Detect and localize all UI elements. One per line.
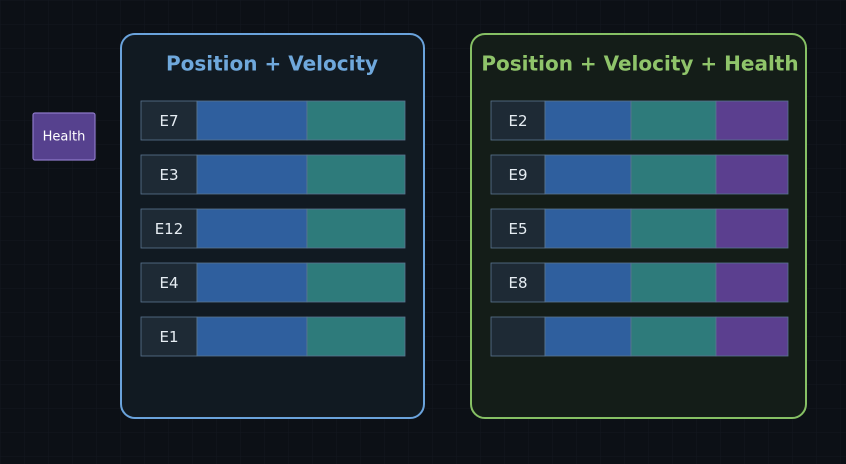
entity-label: E12 <box>155 220 184 238</box>
entity-cell <box>140 262 198 303</box>
entity-label: E7 <box>159 112 178 130</box>
entity-cell <box>490 316 546 357</box>
velocity-cell <box>630 154 717 195</box>
entity-label: E4 <box>159 274 178 292</box>
entity-label: E9 <box>508 166 527 184</box>
entity-cell <box>490 100 546 141</box>
position-cell <box>196 100 308 141</box>
velocity-cell <box>630 316 717 357</box>
entity-cell <box>140 154 198 195</box>
velocity-cell <box>306 100 406 141</box>
health-cell <box>715 100 789 141</box>
archetype-title: Position + Velocity <box>166 52 378 76</box>
health-tag-label: Health <box>43 130 86 145</box>
position-cell <box>196 154 308 195</box>
velocity-cell <box>306 262 406 303</box>
health-cell <box>715 208 789 249</box>
archetype-title: Position + Velocity + Health <box>481 52 798 76</box>
entity-label: E3 <box>159 166 178 184</box>
position-cell <box>196 262 308 303</box>
entity-label: E1 <box>159 328 178 346</box>
position-cell <box>544 208 632 249</box>
entity-cell <box>490 262 546 303</box>
velocity-cell <box>306 316 406 357</box>
entity-cell <box>490 154 546 195</box>
health-cell <box>715 262 789 303</box>
position-cell <box>544 100 632 141</box>
health-cell <box>715 316 789 357</box>
position-cell <box>196 208 308 249</box>
health-cell <box>715 154 789 195</box>
velocity-cell <box>630 262 717 303</box>
entity-label: E5 <box>508 220 527 238</box>
position-cell <box>196 316 308 357</box>
entity-label: E8 <box>508 274 527 292</box>
entity-cell <box>140 208 198 249</box>
velocity-cell <box>630 208 717 249</box>
velocity-cell <box>306 154 406 195</box>
entity-label: E2 <box>508 112 527 130</box>
position-cell <box>544 262 632 303</box>
velocity-cell <box>306 208 406 249</box>
position-cell <box>544 154 632 195</box>
entity-cell <box>140 100 198 141</box>
velocity-cell <box>630 100 717 141</box>
entity-cell <box>140 316 198 357</box>
position-cell <box>544 316 632 357</box>
health-tag <box>32 112 96 161</box>
